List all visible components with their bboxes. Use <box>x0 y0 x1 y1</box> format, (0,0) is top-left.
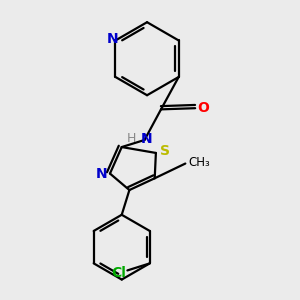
Text: N: N <box>141 132 153 146</box>
Text: N: N <box>96 167 107 181</box>
Text: CH₃: CH₃ <box>188 156 210 169</box>
Text: Cl: Cl <box>111 266 126 280</box>
Text: H: H <box>127 132 136 145</box>
Text: N: N <box>107 32 118 46</box>
Text: S: S <box>160 144 170 158</box>
Text: O: O <box>197 101 209 115</box>
